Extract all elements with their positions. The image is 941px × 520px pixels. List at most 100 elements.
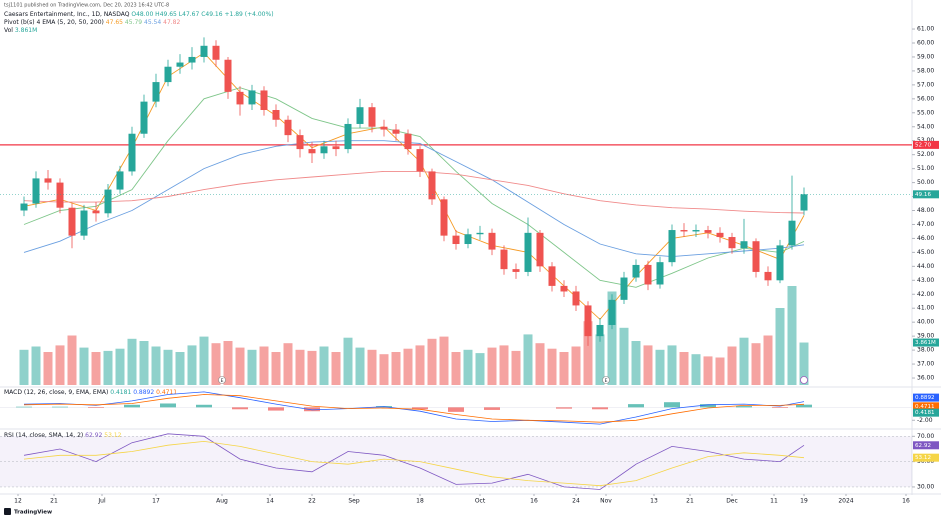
- candle-body: [44, 178, 52, 183]
- y-tick-label: -2.00: [917, 417, 933, 424]
- y-tick-label: 39.00: [917, 333, 934, 340]
- candle-body: [800, 194, 808, 211]
- candle-body: [464, 234, 472, 245]
- candle-body: [212, 45, 220, 60]
- volume-bar: [667, 345, 677, 385]
- x-tick-label: Sep: [348, 498, 360, 505]
- macd-badge: 0.8892: [915, 395, 935, 401]
- histogram-bar: [160, 403, 176, 408]
- rsi-line: [23, 440, 805, 487]
- volume-bar: [55, 345, 65, 385]
- y-tick-label: 60.00: [917, 39, 934, 46]
- x-tick-label: 21: [686, 498, 694, 505]
- candle-body: [644, 264, 652, 285]
- x-tick-label: 11: [770, 498, 778, 505]
- candle-body: [752, 241, 760, 272]
- rsi-badge-bg: [913, 453, 939, 462]
- x-tick-label: 24: [572, 498, 580, 505]
- volume-bar: [223, 341, 233, 385]
- legend-value: 45.79: [125, 19, 142, 26]
- logo: [4, 508, 11, 515]
- volume-bar: [523, 334, 533, 385]
- x-tick-label: 21: [50, 498, 58, 505]
- symbol-legend: Caesars Entertainment, Inc., 1D, NASDAQ …: [4, 11, 274, 18]
- y-tick-label: 54.00: [917, 123, 934, 130]
- volume-bar: [151, 346, 161, 385]
- legend-value: 0.4181: [110, 389, 131, 396]
- rsi-line: [23, 433, 805, 490]
- volume-bar: [247, 349, 257, 385]
- volume-bar: [763, 335, 773, 385]
- histogram-bar: [556, 407, 572, 409]
- volume-bar: [703, 356, 713, 385]
- histogram-bar: [736, 406, 752, 408]
- volume-bar: [259, 346, 269, 385]
- candle-body: [116, 171, 124, 190]
- candle-body: [488, 232, 496, 250]
- candle-body: [140, 101, 148, 134]
- volume-bar: [559, 352, 569, 385]
- volume-bar: [139, 341, 149, 385]
- volume-bar: [775, 308, 785, 385]
- footer: TradingView: [14, 510, 52, 516]
- histogram-bar: [700, 404, 716, 408]
- candle-body: [704, 230, 712, 233]
- y-tick-label: 38.00: [917, 347, 934, 354]
- candle-body: [764, 271, 772, 281]
- y-tick-label: 52.00: [917, 151, 934, 158]
- candle-body: [356, 107, 364, 124]
- volume-bar: [43, 352, 53, 385]
- volume-title: Vol: [4, 27, 13, 34]
- histogram-bar: [196, 404, 212, 408]
- x-tick-label: 17: [152, 498, 160, 505]
- legend-value: 53.12: [104, 432, 121, 439]
- volume-badge: 3.861M: [915, 340, 936, 346]
- candle-body: [536, 232, 544, 267]
- volume-value: 3.861M: [15, 27, 37, 34]
- y-tick-label: 51.00: [917, 165, 934, 172]
- histogram-bar: [664, 402, 680, 408]
- candle-body: [80, 210, 88, 236]
- legend-value: 0.4711: [156, 389, 177, 396]
- indicator: Pivot (b(s) 4 EMA (5, 20, 50, 200): [4, 19, 104, 26]
- candle-body: [236, 91, 244, 105]
- volume-bar: [19, 349, 29, 385]
- rsi-title: RSI (14, close, SMA, 14, 2): [4, 432, 83, 439]
- indicator-legend: Pivot (b(s) 4 EMA (5, 20, 50, 200) 47.65…: [4, 19, 180, 26]
- x-tick-label: 16: [530, 498, 538, 505]
- candle-body: [176, 62, 184, 67]
- dividend-marker: [800, 376, 808, 384]
- candle-body: [716, 232, 724, 238]
- volume-bar: [199, 336, 209, 385]
- signal-badge: 0.4711: [915, 404, 935, 410]
- ema-line: [23, 87, 805, 288]
- candle-body: [776, 245, 784, 281]
- volume-bar: [691, 354, 701, 385]
- volume-badge-bg: [913, 338, 939, 347]
- histogram-bar: [52, 406, 68, 408]
- event-label: E: [221, 378, 224, 384]
- volume-bar: [175, 352, 185, 385]
- candle-body: [500, 249, 508, 270]
- volume-bar: [163, 349, 173, 385]
- candle-body: [20, 203, 28, 211]
- volume-bar: [187, 345, 197, 385]
- x-tick-label: 22: [308, 498, 316, 505]
- legend-value: 45.54: [144, 19, 161, 26]
- volume-bar: [91, 352, 101, 385]
- legend-value: 47.65: [106, 19, 123, 26]
- candle-body: [188, 56, 196, 63]
- x-tick-label: Jul: [97, 498, 106, 505]
- candle-body: [200, 45, 208, 57]
- candle-body: [788, 220, 796, 246]
- legend-value: 47.82: [163, 19, 180, 26]
- event-label: E: [605, 378, 608, 384]
- volume-bar: [499, 345, 509, 385]
- histogram-bar: [412, 407, 428, 410]
- x-tick-label: Nov: [600, 498, 612, 505]
- candle-body: [428, 171, 436, 200]
- candle-body: [152, 82, 160, 102]
- hline-badge: 52.70: [915, 142, 931, 148]
- y-tick-label: 57.00: [917, 81, 934, 88]
